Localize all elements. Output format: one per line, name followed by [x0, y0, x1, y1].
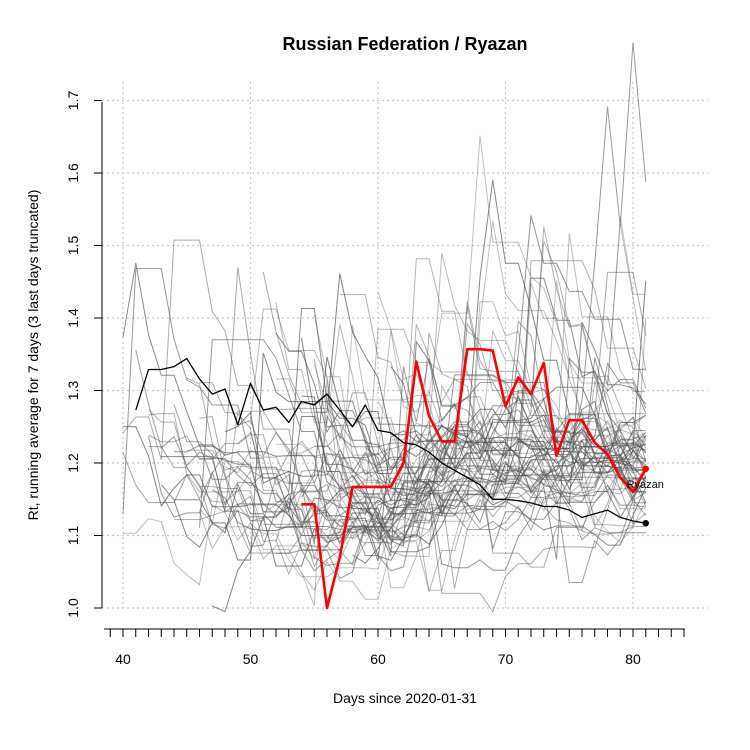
region-line: [301, 430, 646, 521]
region-line: [275, 302, 647, 537]
region-line: [148, 409, 647, 542]
region-line: [148, 431, 647, 613]
chart-title: Russian Federation / Ryazan: [282, 34, 527, 54]
region-line: [364, 357, 647, 560]
region-line: [262, 271, 646, 535]
y-axis-label: Rt, running average for 7 days (3 last d…: [25, 190, 41, 521]
axes: 1.0 1.1 1.2 1.3 1.4 1.5 1.6 1.7 40 50 60 70 80: [65, 91, 685, 667]
region-line: [313, 258, 647, 507]
region-line: [390, 277, 647, 466]
region-line: [313, 364, 646, 521]
region-line: [301, 448, 647, 499]
region-line: [199, 460, 646, 560]
region-line: [174, 260, 647, 520]
region-line: [199, 457, 646, 567]
region-line: [148, 320, 646, 529]
region-line: [224, 415, 647, 592]
region-line: [161, 340, 647, 547]
region-lines: [122, 42, 647, 613]
region-line: [314, 322, 647, 502]
y-tick-label: 1.5: [65, 236, 81, 256]
ryazan-line: [301, 347, 647, 610]
region-line: [160, 179, 646, 534]
y-tick-label: 1.1: [65, 526, 81, 546]
y-tick-label: 1.7: [65, 91, 81, 111]
y-tick-label: 1.0: [65, 598, 81, 618]
y-tick-label: 1.6: [65, 163, 81, 183]
region-line: [352, 386, 646, 564]
region-line: [326, 451, 647, 513]
region-line: [250, 308, 647, 505]
x-tick-label: 50: [243, 651, 259, 667]
ryazan-endpoint: [642, 465, 649, 472]
region-line: [365, 216, 646, 589]
region-line: [199, 382, 646, 540]
region-line: [199, 440, 646, 561]
region-line: [148, 226, 646, 557]
region-line: [212, 394, 646, 613]
region-line: [276, 429, 646, 572]
russia-line: [135, 357, 646, 524]
ryazan-annotation: Ryazan: [627, 479, 664, 491]
region-line: [326, 42, 647, 557]
region-line: [352, 475, 647, 553]
region-line: [224, 215, 646, 548]
y-tick-label: 1.3: [65, 381, 81, 401]
region-line: [326, 241, 646, 505]
x-tick-label: 40: [115, 651, 131, 667]
region-line: [276, 233, 646, 502]
region-line: [123, 414, 647, 562]
region-line: [224, 280, 647, 484]
region-line: [313, 413, 646, 515]
russia-endpoint: [642, 519, 649, 527]
x-axis-label: Days since 2020-01-31: [333, 690, 477, 706]
region-line: [275, 426, 647, 589]
y-tick-label: 1.4: [65, 308, 81, 328]
region-line: [276, 135, 647, 508]
highlight-series: [135, 347, 649, 610]
x-tick-label: 60: [370, 651, 386, 667]
region-line: [301, 273, 647, 501]
y-tick-label: 1.2: [65, 453, 81, 473]
region-line: [173, 352, 646, 561]
region-line: [186, 377, 646, 554]
region-line: [313, 280, 647, 488]
region-line: [275, 333, 647, 524]
x-tick-label: 70: [498, 651, 514, 667]
x-tick-label: 80: [625, 651, 641, 667]
region-line: [250, 421, 647, 578]
